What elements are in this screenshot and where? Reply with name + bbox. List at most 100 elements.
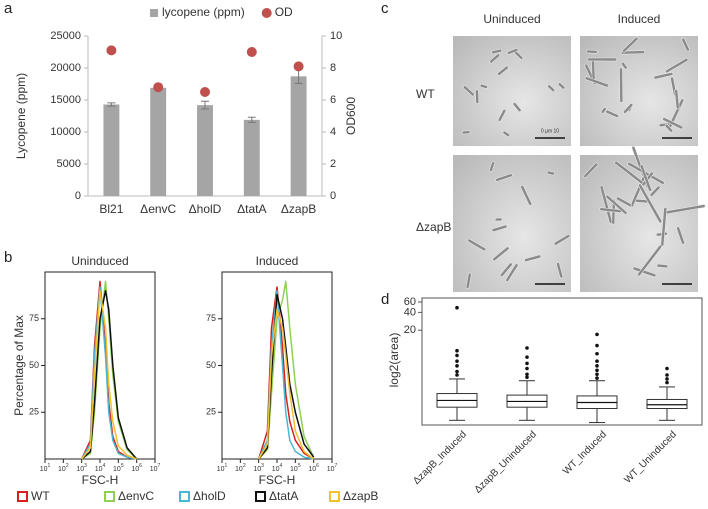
x-tick-base: 10 (253, 466, 261, 473)
x-tick-base: 10 (327, 466, 335, 473)
cell (616, 196, 632, 208)
cell (591, 59, 596, 81)
x-tick-label: 104 (272, 463, 283, 473)
x-tick-base: 10 (40, 466, 48, 473)
histogram-line (258, 308, 315, 460)
x-axis-label: FSC-H (259, 473, 296, 487)
outlier (665, 373, 669, 377)
cell (489, 161, 495, 172)
x-tick-exponent: 2 (243, 463, 246, 469)
outlier (595, 368, 599, 373)
chart-title: Uninduced (71, 254, 128, 268)
cell (621, 61, 628, 70)
x-tick-exponent: 7 (158, 463, 161, 469)
y-tick-label: 50 (29, 360, 39, 370)
x-tick-exponent: 7 (335, 463, 338, 469)
cell (475, 89, 480, 105)
y-axis-label: Percentage of Max (12, 315, 26, 416)
cell (467, 238, 487, 252)
dot (293, 61, 304, 72)
cell (461, 130, 471, 135)
outlier (525, 346, 529, 350)
error-bar (247, 116, 256, 123)
cell (664, 123, 673, 133)
chart-title: Induced (256, 254, 299, 268)
cell (605, 194, 628, 215)
x-tick-label: 105 (113, 463, 124, 473)
x-tick-label: 102 (58, 463, 69, 473)
x-tick-base: 10 (150, 466, 158, 473)
y-axis-label: Lycopene (ppm) (14, 73, 28, 159)
x-tick-label: 101 (217, 463, 228, 473)
y-tick-label: 25000 (50, 30, 81, 42)
y2-axis-label: OD600 (344, 97, 358, 135)
x-tick-label: 107 (150, 463, 161, 473)
y-tick-label: 25 (29, 407, 39, 417)
cell (639, 164, 652, 192)
cell (599, 185, 613, 224)
dot (153, 82, 164, 93)
y2-tick-label: 6 (330, 94, 336, 106)
x-axis-label: FSC-H (82, 473, 119, 487)
x-tick-exponent: 3 (84, 463, 87, 469)
panel-label: d (381, 291, 389, 308)
column-label: Uninduced (483, 12, 540, 26)
outlier (595, 359, 599, 363)
x-tick-label: 104 (95, 463, 106, 473)
cell (622, 36, 639, 53)
bar (243, 119, 260, 196)
cell (656, 263, 669, 269)
legend-label: ΔholD (193, 489, 226, 503)
cell (520, 185, 533, 206)
cell (494, 217, 503, 222)
outlier (525, 375, 529, 380)
x-tick-label: WT_Induced (561, 429, 609, 477)
cell (665, 58, 689, 74)
legend-label: ΔtatA (269, 489, 298, 503)
x-tick-base: 10 (235, 466, 243, 473)
cell (557, 82, 566, 90)
x-tick-exponent: 6 (139, 463, 142, 469)
outlier (525, 361, 529, 366)
x-tick-exponent: 4 (280, 463, 283, 469)
cell (497, 65, 509, 76)
cell (497, 108, 507, 122)
y-tick-label: 40 (404, 306, 416, 318)
outlier (525, 366, 529, 371)
x-tick-label: ΔzapB_Uninduced (473, 429, 539, 495)
bar (290, 76, 307, 196)
legend-label: lycopene (ppm) (162, 5, 245, 19)
y-axis-label: log2(area) (387, 333, 401, 388)
x-tick-label: 101 (40, 463, 51, 473)
y2-tick-label: 2 (330, 158, 336, 170)
bar (103, 104, 120, 196)
x-tick-label: 106 (131, 463, 142, 473)
x-tick-label: 102 (235, 463, 246, 473)
x-tick-base: 10 (76, 466, 84, 473)
x-tick-label: 103 (76, 463, 87, 473)
legend-swatch (17, 491, 28, 502)
cell (662, 117, 684, 130)
x-tick-exponent: 4 (103, 463, 106, 469)
cell (495, 173, 513, 182)
error-bar (107, 102, 116, 107)
outlier (455, 364, 459, 368)
y2-tick-label: 10 (330, 30, 342, 42)
x-tick-label: 106 (308, 463, 319, 473)
legend-swatch (179, 491, 190, 502)
y-tick-label: 75 (29, 313, 39, 323)
x-tick-base: 10 (308, 466, 316, 473)
cell (553, 234, 571, 246)
legend-swatch (261, 8, 272, 18)
y-tick-label: 10000 (50, 126, 81, 138)
x-tick-exponent: 2 (66, 463, 69, 469)
cell (462, 85, 475, 97)
dot (200, 87, 210, 97)
cell (499, 262, 513, 277)
y2-tick-label: 0 (330, 190, 336, 202)
cell (465, 272, 472, 289)
bar (197, 105, 213, 196)
outlier (595, 351, 599, 356)
cell (479, 83, 488, 89)
